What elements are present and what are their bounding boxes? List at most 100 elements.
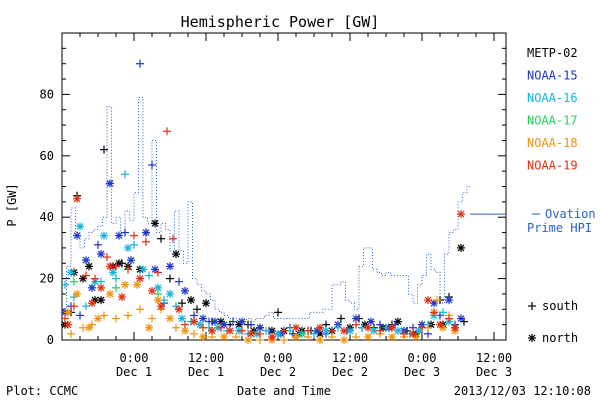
data-point <box>247 320 255 329</box>
data-point <box>166 262 174 271</box>
chart-title: Hemispheric Power [GW] <box>181 13 380 31</box>
data-point <box>106 179 114 188</box>
series-noaa-19 <box>61 127 465 341</box>
data-point <box>352 332 360 341</box>
data-point <box>202 299 210 308</box>
data-point <box>154 296 162 305</box>
data-point <box>400 329 408 338</box>
y-tick-label: 0 <box>47 333 54 347</box>
data-point <box>340 326 348 335</box>
data-point <box>139 265 147 274</box>
data-point <box>73 194 81 203</box>
data-point <box>340 336 348 344</box>
data-point <box>67 268 75 277</box>
data-point <box>451 323 459 332</box>
data-point <box>148 161 156 170</box>
data-point <box>334 323 342 332</box>
data-point <box>121 170 129 179</box>
x-tick-time-label: 12:00 <box>476 351 512 365</box>
data-point <box>211 317 219 326</box>
series-noaa-16 <box>61 170 459 338</box>
data-point <box>247 329 255 338</box>
marker-legend-label: south <box>542 299 578 313</box>
data-point <box>76 311 84 320</box>
x-tick-time-label: 0:00 <box>264 351 293 365</box>
data-point <box>439 308 447 317</box>
data-point <box>118 259 126 268</box>
data-point <box>136 274 144 283</box>
data-point <box>166 274 174 283</box>
data-point <box>364 332 372 341</box>
data-point <box>274 329 282 338</box>
data-point <box>208 326 216 335</box>
plot-timestamp: 2013/12/03 12:10:08 <box>454 384 591 398</box>
data-point <box>61 314 69 323</box>
data-point <box>112 262 120 271</box>
data-point <box>73 289 81 298</box>
data-point <box>445 314 453 323</box>
legend-item: NOAA-15 <box>527 69 578 83</box>
data-point <box>142 228 150 237</box>
marker-legend: south north <box>528 299 578 345</box>
data-point <box>145 323 153 332</box>
data-point <box>88 320 96 329</box>
data-point <box>388 323 396 332</box>
data-point <box>82 256 90 265</box>
data-point <box>97 250 105 259</box>
ovation-hpi-line <box>62 96 470 323</box>
data-point <box>136 59 144 68</box>
legend-item: METP-02 <box>527 46 578 60</box>
data-point <box>430 308 438 317</box>
data-point <box>94 314 102 323</box>
data-point <box>118 293 126 302</box>
data-point <box>229 317 237 326</box>
data-point <box>148 286 156 295</box>
series-noaa-18 <box>64 280 459 344</box>
data-point <box>157 234 165 243</box>
data-point <box>226 326 234 335</box>
marker-legend-symbol <box>528 334 536 342</box>
data-point <box>82 302 90 311</box>
data-point <box>166 314 174 323</box>
data-point <box>100 145 108 154</box>
data-point <box>220 332 228 341</box>
data-point <box>238 317 246 326</box>
data-point <box>190 317 198 326</box>
marker-legend-label: north <box>542 331 578 345</box>
data-point <box>232 332 240 341</box>
data-point <box>124 311 132 320</box>
data-point <box>142 237 150 246</box>
y-tick-label: 20 <box>40 272 54 286</box>
data-point <box>364 323 372 332</box>
data-point <box>133 280 141 289</box>
data-point <box>73 231 81 240</box>
data-point <box>181 286 189 295</box>
data-point <box>70 302 78 311</box>
data-point <box>217 323 225 332</box>
data-point <box>436 320 444 329</box>
data-point <box>88 283 96 292</box>
data-point <box>457 314 465 323</box>
data-point <box>157 302 165 311</box>
x-tick-date-label: Dec 2 <box>332 365 368 379</box>
y-tick-label: 60 <box>40 149 54 163</box>
ovation-label-line1: Ovation <box>545 207 596 221</box>
data-point <box>64 320 72 329</box>
data-point <box>274 308 282 317</box>
data-point <box>64 308 72 317</box>
data-point <box>394 326 402 335</box>
legend: METP-02 NOAA-15 NOAA-16 NOAA-17 NOAA-18 NOAA-… <box>527 46 578 173</box>
data-point <box>388 332 396 341</box>
data-point <box>136 305 144 314</box>
data-point <box>457 243 465 252</box>
data-point <box>112 274 120 283</box>
data-point <box>418 323 426 332</box>
x-tick-date-label: Dec 1 <box>116 365 152 379</box>
data-point <box>124 265 132 274</box>
data-point <box>163 127 171 136</box>
x-tick-date-label: Dec 3 <box>476 365 512 379</box>
data-point <box>166 289 174 298</box>
